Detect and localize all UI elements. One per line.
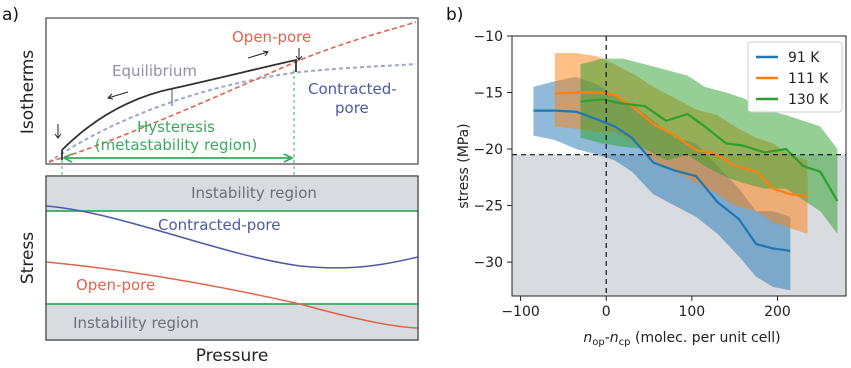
stress-frame [45,175,419,341]
panel-b-plot: −100 0 100 200 −10 −15 −20 −25 −30 91 K 111 K 130 K [473,29,847,320]
panel-b: b) −100 0 100 200 −10 −15 −20 −25 −30 91 K 111 K 13… [446,5,847,348]
arrow-right-icon [247,50,269,59]
xlabel-sub2: cp [619,337,631,348]
stress-xlabel: Pressure [196,346,269,366]
label-hysteresis-1: Hysteresis [137,118,215,136]
legend-label: 130 K [788,92,829,108]
series-line-111k [554,91,808,198]
series-line-91k [533,109,791,252]
series-line-130k [580,98,839,202]
label-stress-open-pore: Open-pore [76,276,155,294]
label-contracted-pore-1: Contracted- [308,80,397,98]
xlabel-rest: (molec. per unit cell) [631,330,781,346]
label-instability-bottom: Instability region [73,314,199,332]
stress-ylabel: Stress [18,232,38,284]
xlabel-n2: n [610,330,619,346]
isotherm-open-pore-curve [48,21,417,163]
band-130k [580,58,838,234]
legend-box [747,41,843,113]
stress-subpanel: Stress Pressure Instability region Contr… [18,175,419,366]
xlabel-dash: - [605,330,610,346]
x-tick-label: 100 [678,304,705,320]
isotherms-ylabel: Isotherms [18,50,38,134]
x-tick-label: 200 [764,304,791,320]
y-tick-label: −25 [473,199,503,215]
label-open-pore: Open-pore [232,28,311,46]
legend-label: 91 K [788,50,820,66]
panel-b-xlabel: nop-ncp (molec. per unit cell) [583,330,780,348]
label-contracted-pore-2: pore [335,99,369,117]
label-stress-contracted-pore: Contracted-pore [158,216,280,234]
isotherm-contracted-pore-curve [48,63,417,163]
instability-region-bottom [46,304,418,340]
isotherms-subpanel: Isotherms Open-pore Equilibrium [18,17,419,304]
stress-open-pore-curve [45,261,419,329]
isotherm-adsorption-path [61,58,297,151]
hysteresis-arrowhead-left [61,153,73,163]
y-tick-label: −20 [473,142,503,158]
panel-b-label: b) [446,5,463,25]
x-tick-label: −100 [501,304,539,320]
stress-contracted-pore-curve [45,205,419,269]
panel-b-ylabel: stress (MPa) [456,123,472,208]
arrow-down-icon [295,48,303,61]
legend-label: 111 K [788,71,829,87]
label-equilibrium: Equilibrium [112,62,197,80]
instability-region-top [46,176,418,212]
arrow-up-icon [54,124,62,139]
label-hysteresis-2: (metastability region) [95,136,258,154]
panel-a-label: a) [2,5,19,25]
x-tick-label: 0 [602,304,611,320]
hysteresis-arrowhead-right [283,153,295,163]
plot-frame [511,35,847,297]
y-tick-label: −10 [473,29,503,45]
y-tick-label: −15 [473,86,503,102]
label-instability-top: Instability region [191,184,317,202]
y-tick-label: −30 [473,255,503,271]
arrow-left-icon [106,91,129,100]
isotherms-frame [45,17,419,165]
panel-a: a) Isotherms Open- [2,5,419,366]
xlabel-sub1: op [592,337,604,348]
xlabel-n1: n [583,330,592,346]
